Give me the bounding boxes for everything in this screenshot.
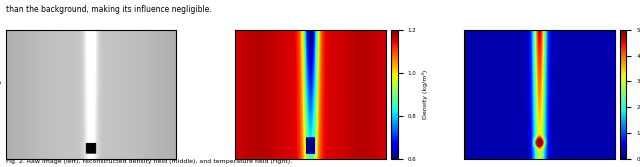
Y-axis label: Density (kg/m³): Density (kg/m³) (422, 70, 428, 119)
Y-axis label: Raw Image: Raw Image (0, 75, 2, 114)
Text: Fig. 2. Raw image (left), reconstructed density field (middle), and temperature : Fig. 2. Raw image (left), reconstructed … (6, 159, 292, 164)
Text: than the background, making its influence negligible.: than the background, making its influenc… (6, 5, 212, 14)
